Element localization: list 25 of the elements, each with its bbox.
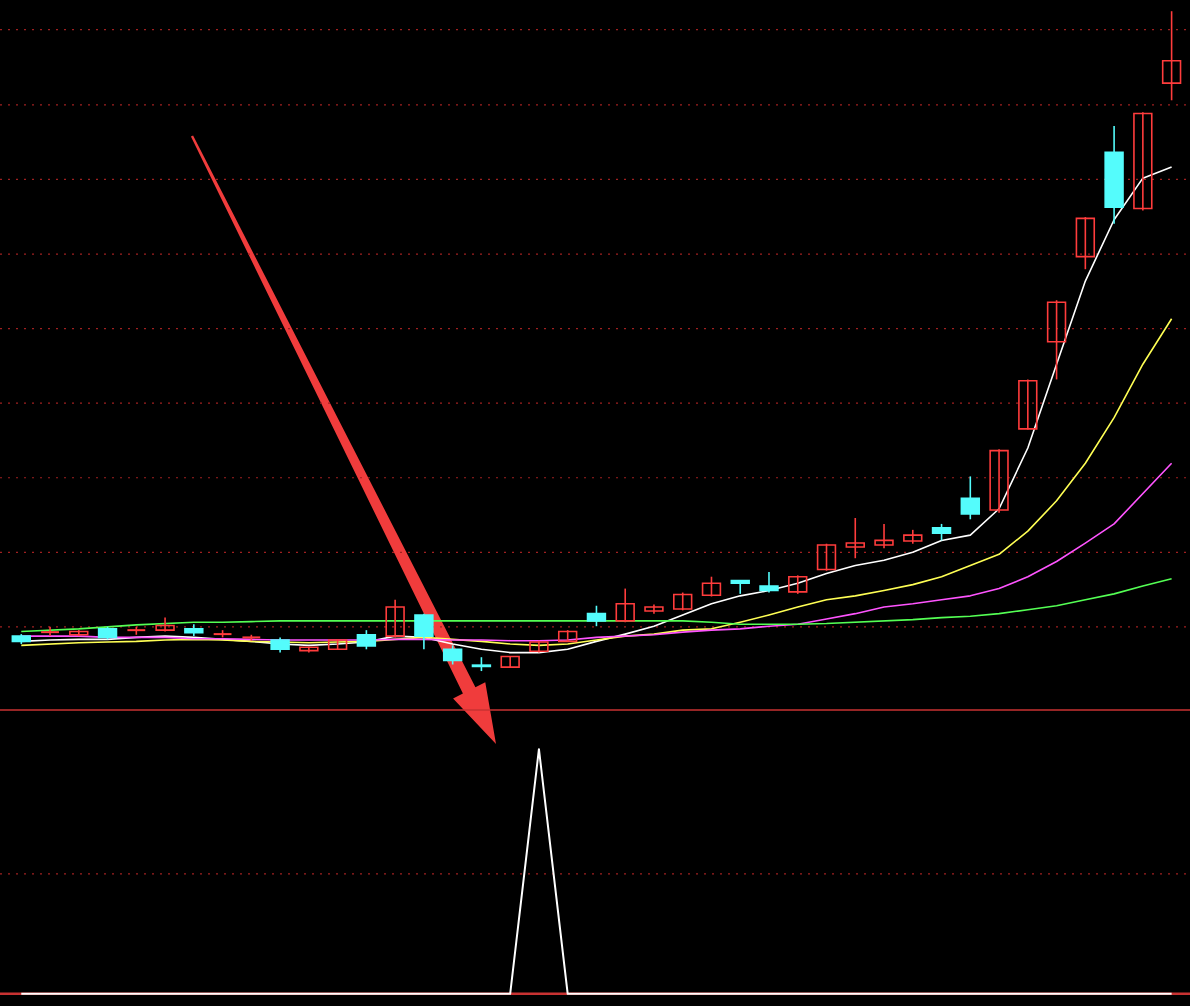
candlestick (759, 571, 779, 594)
candlestick (385, 599, 405, 639)
candlestick (1046, 299, 1067, 381)
candlestick (845, 517, 865, 560)
candlestick (1075, 216, 1096, 271)
candlestick (788, 574, 808, 595)
candlestick (816, 542, 837, 572)
candlestick (586, 604, 607, 627)
candlestick (1018, 378, 1038, 431)
candlestick (442, 644, 463, 666)
candlestick (40, 626, 60, 637)
candlestick (500, 655, 520, 669)
candlestick (673, 591, 693, 612)
candlestick (730, 579, 750, 595)
candlestick (903, 529, 923, 545)
candlestick (356, 629, 377, 651)
candlestick (615, 587, 635, 624)
candlestick (1133, 111, 1153, 212)
candlestick (960, 475, 981, 521)
candlestick (155, 616, 175, 633)
candlestick (414, 612, 434, 651)
candlestick (989, 448, 1009, 514)
candlestick (701, 575, 722, 598)
candlestick (1161, 10, 1182, 102)
candlestick (874, 523, 894, 550)
